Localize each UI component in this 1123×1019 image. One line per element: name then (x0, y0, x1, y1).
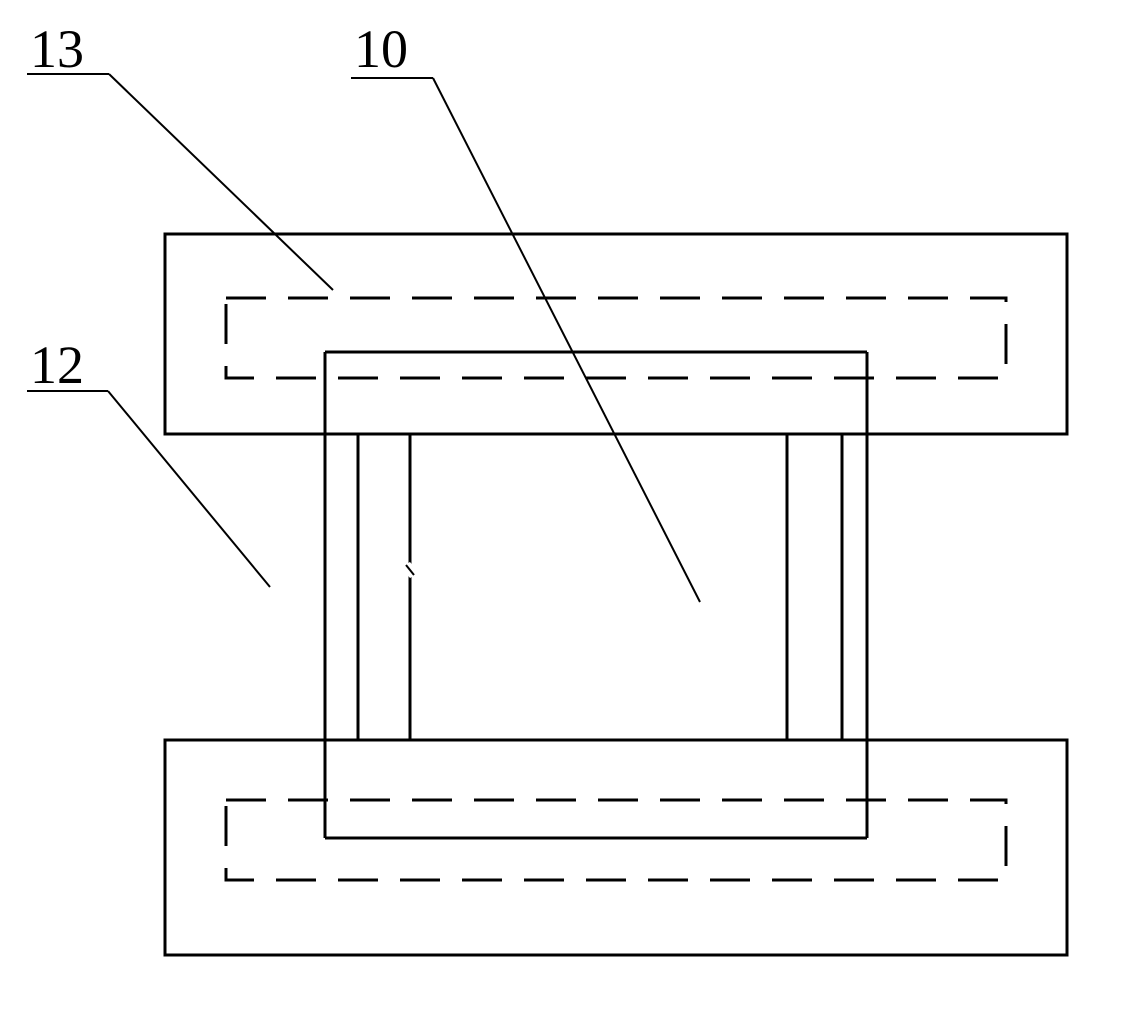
leader-12 (108, 391, 270, 587)
bottom-dashed-box (226, 800, 1006, 880)
label-12: 12 (30, 334, 84, 396)
leader-13 (109, 74, 333, 290)
leader-10 (433, 78, 700, 602)
bottom-box (165, 740, 1067, 955)
top-box (165, 234, 1067, 434)
diagram-container: 13 10 12 (0, 0, 1123, 1019)
technical-diagram (0, 0, 1123, 1019)
label-13: 13 (30, 18, 84, 80)
label-10: 10 (354, 18, 408, 80)
top-dashed-box (226, 298, 1006, 378)
